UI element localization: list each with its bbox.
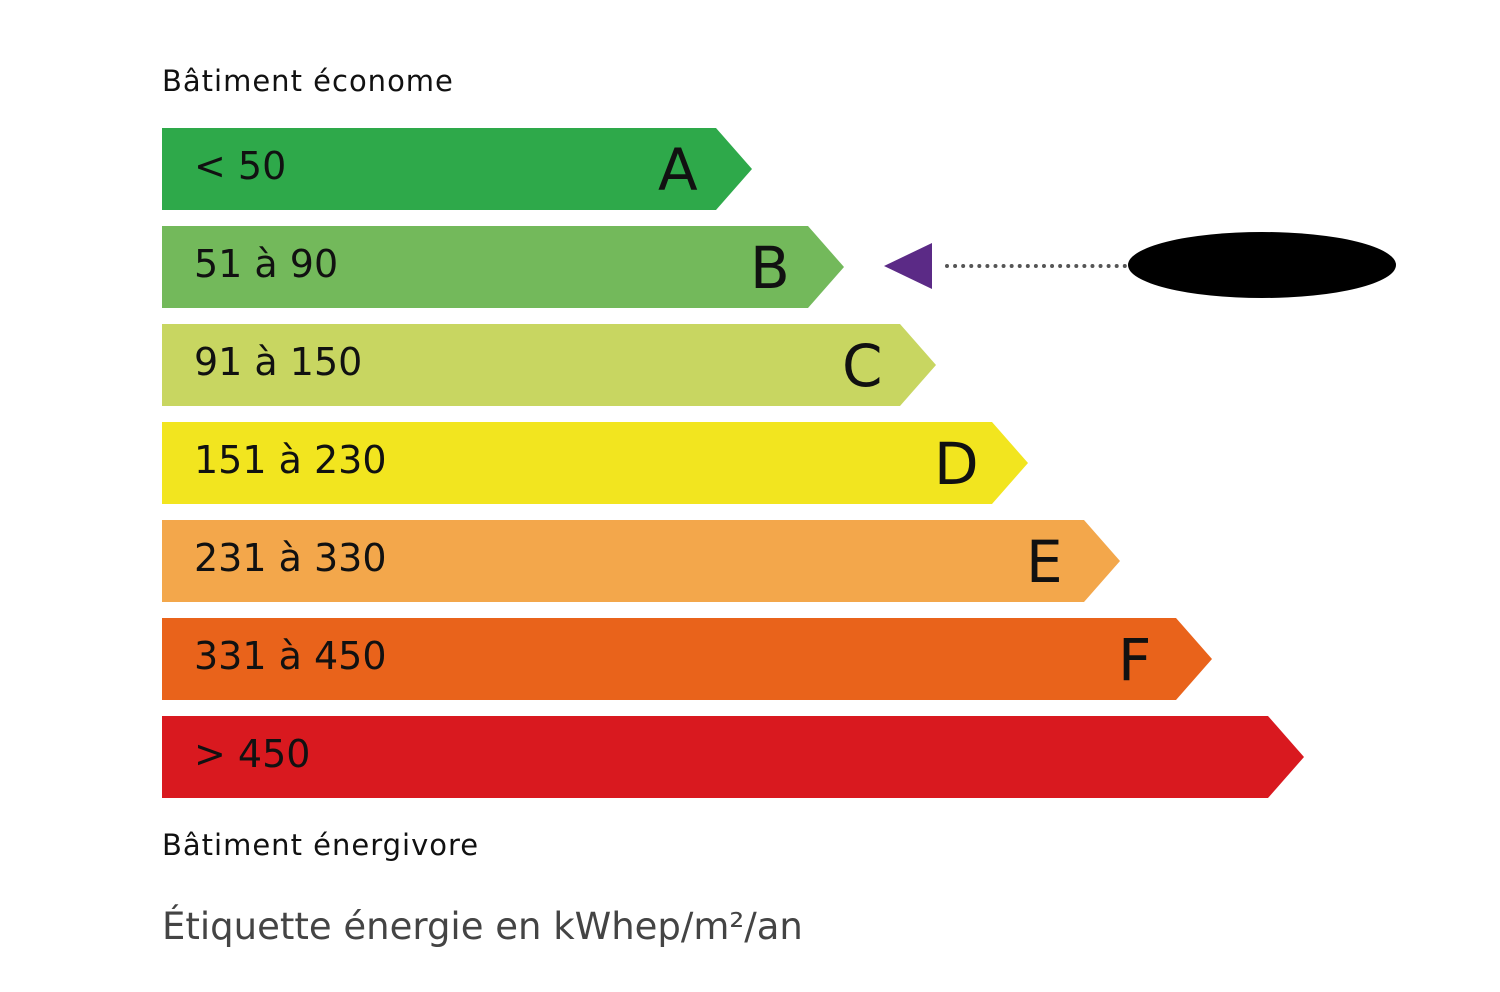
class-indicator-arrow-icon	[884, 243, 932, 289]
class-range: < 50	[194, 144, 287, 188]
class-letter: C	[842, 332, 883, 400]
header-top: Bâtiment économe	[162, 64, 454, 98]
class-letter: A	[658, 136, 698, 204]
energy-class-bar: 151 à 230 D	[162, 422, 1028, 504]
header-bottom: Bâtiment énergivore	[162, 828, 480, 862]
energy-class-bar: 51 à 90 B	[162, 226, 844, 308]
indicator-leader-line	[945, 264, 1127, 268]
energy-class-bar: 331 à 450 F	[162, 618, 1212, 700]
class-range: > 450	[194, 732, 311, 776]
class-letter: E	[1026, 528, 1063, 596]
class-range: 331 à 450	[194, 634, 387, 678]
class-range: 231 à 330	[194, 536, 387, 580]
class-letter: D	[934, 430, 979, 498]
class-range: 51 à 90	[194, 242, 339, 286]
class-range: 91 à 150	[194, 340, 363, 384]
class-letter: B	[750, 234, 790, 302]
redacted-value	[1128, 232, 1396, 298]
energy-class-bar: > 450	[162, 716, 1304, 798]
footer-caption: Étiquette énergie en kWhep/m²/an	[162, 905, 803, 948]
energy-class-bar: 231 à 330 E	[162, 520, 1120, 602]
class-letter: F	[1118, 626, 1152, 694]
class-range: 151 à 230	[194, 438, 387, 482]
energy-class-bar: < 50 A	[162, 128, 752, 210]
energy-class-bar: 91 à 150 C	[162, 324, 936, 406]
